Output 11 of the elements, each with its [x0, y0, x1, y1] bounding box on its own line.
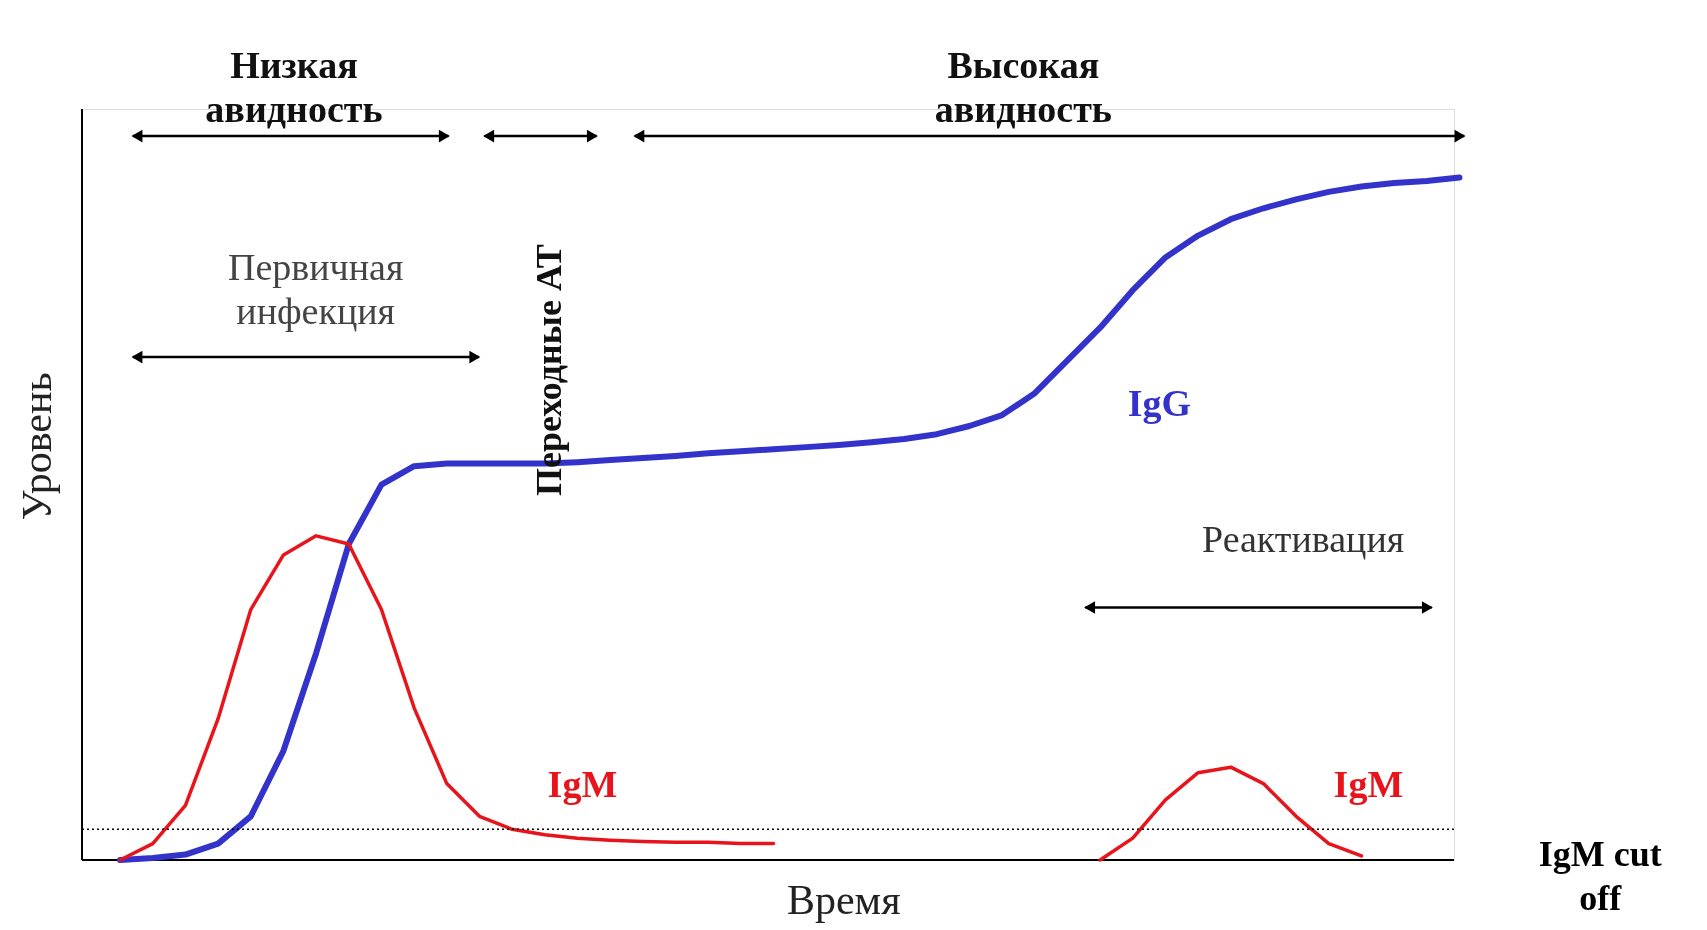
ref-line-label: IgM cut off [1538, 833, 1662, 918]
series-label: IgG [1127, 381, 1192, 424]
annotation: IgM [1333, 763, 1404, 805]
text: Низкая авидность [205, 44, 383, 131]
x-axis-title: Время [786, 877, 901, 924]
y-axis-title: Уровень [14, 372, 61, 521]
annotation: Реактивация [1202, 518, 1405, 561]
annotation: Переходные АТ [528, 244, 569, 497]
annotation: Первичная инфекция [228, 245, 404, 332]
series-label: IgM [547, 763, 618, 805]
text: Высокая авидность [934, 44, 1112, 131]
